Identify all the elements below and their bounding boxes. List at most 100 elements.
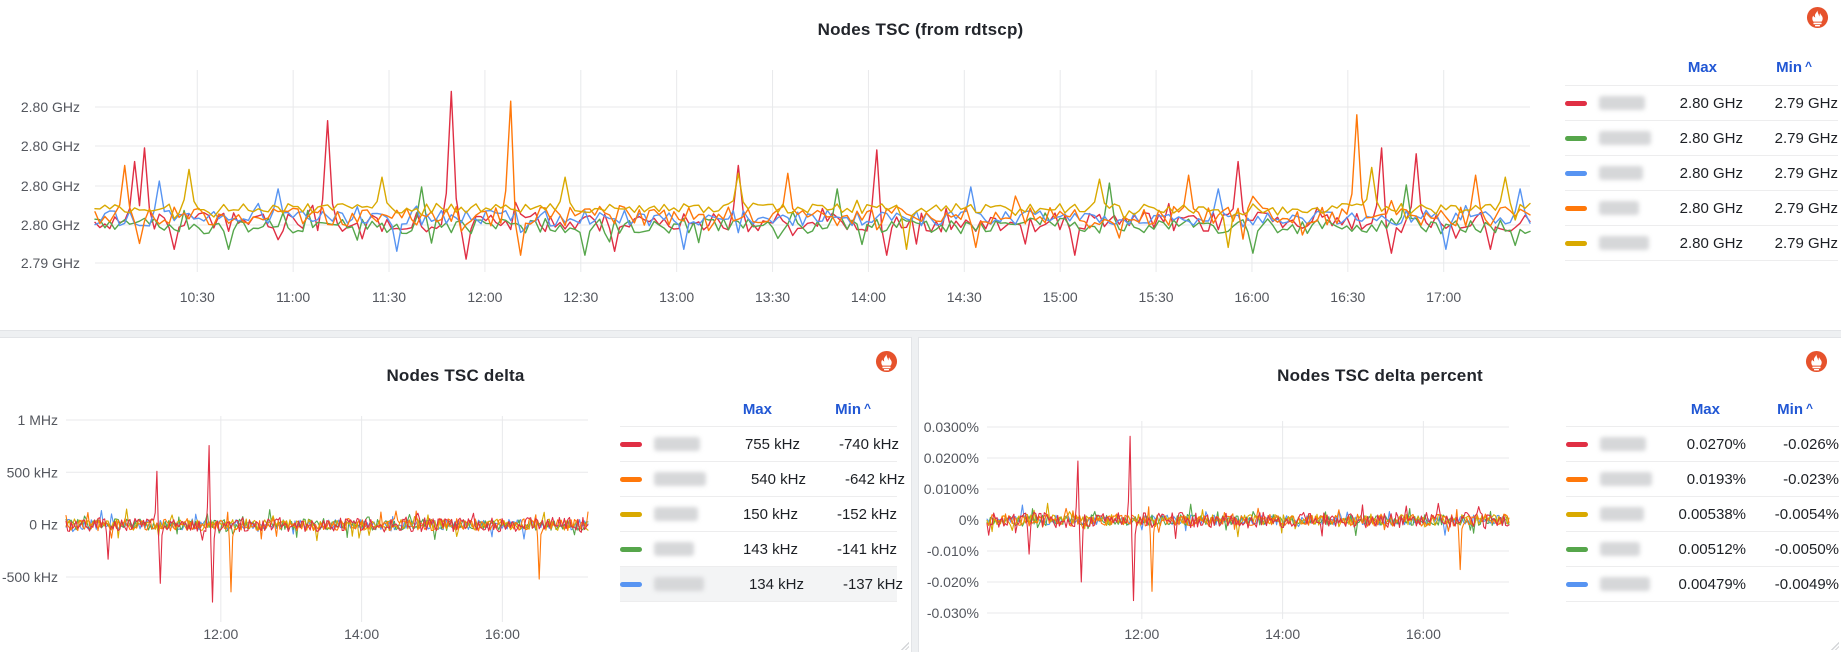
legend-row[interactable]: 2.80 GHz 2.79 GHz: [1565, 155, 1838, 190]
legend-sort-max[interactable]: Max: [742, 401, 772, 418]
svg-text:11:30: 11:30: [372, 289, 406, 305]
legend-row[interactable]: 0.00479% -0.0049%: [1566, 566, 1839, 601]
panel-nodes-tsc: 2.80 GHz 2.80 GHz 2.80 GHz 2.80 GHz 2.79 GHz…: [0, 0, 1841, 331]
panel-title[interactable]: Nodes TSC delta percent: [1277, 366, 1483, 386]
series-min-value: -0.023%: [1783, 470, 1839, 488]
prometheus-icon: [1805, 350, 1828, 373]
series-min-value: -0.0054%: [1774, 505, 1839, 523]
series-color-swatch: [1565, 135, 1587, 141]
series-min-value: 2.79 GHz: [1774, 94, 1838, 112]
series-color-swatch: [1566, 581, 1588, 587]
svg-text:500 kHz: 500 kHz: [7, 464, 58, 480]
prometheus-icon: [1806, 6, 1829, 29]
series-min-value: 2.79 GHz: [1774, 199, 1838, 217]
series-name-redacted: [654, 437, 700, 451]
svg-text:16:30: 16:30: [1330, 289, 1365, 305]
legend-sort-max[interactable]: Max: [1687, 59, 1717, 76]
time-series-plot[interactable]: 1 MHz 500 kHz 0 Hz -500 kHz 12:00 14:00 16:00: [0, 338, 911, 652]
panel-resize-handle[interactable]: [1830, 641, 1839, 650]
legend-header: Max Min ^: [620, 393, 897, 426]
series-min-value: -642 kHz: [844, 470, 905, 488]
legend-header: Max Min ^: [1566, 393, 1839, 426]
svg-text:12:00: 12:00: [467, 289, 502, 305]
svg-text:0.0300%: 0.0300%: [924, 419, 979, 435]
time-series-plot[interactable]: 2.80 GHz 2.80 GHz 2.80 GHz 2.80 GHz 2.79 GHz…: [0, 0, 1841, 330]
series-color-swatch: [1565, 100, 1587, 106]
series-name-redacted: [1600, 542, 1640, 556]
panel-nodes-tsc-delta-percent: 0.0300% 0.0200% 0.0100% 0% -0.010% -0.020% -0.…: [918, 337, 1841, 652]
svg-text:12:30: 12:30: [563, 289, 598, 305]
legend-sort-min[interactable]: Min ^: [1776, 59, 1812, 76]
series-min-value: 2.79 GHz: [1774, 164, 1838, 182]
series-max-value: 2.80 GHz: [1679, 129, 1743, 147]
legend-table: Max Min ^ 755 kHz -740 kHz 540 kHz -642 kHz 1…: [620, 393, 905, 602]
series-min-value: 2.79 GHz: [1774, 234, 1838, 252]
svg-text:2.79 GHz: 2.79 GHz: [21, 255, 80, 271]
time-series-plot[interactable]: 0.0300% 0.0200% 0.0100% 0% -0.010% -0.020% -0.…: [919, 338, 1841, 652]
legend-sort-min[interactable]: Min ^: [835, 401, 871, 418]
series-max-value: 2.80 GHz: [1679, 234, 1743, 252]
series-name-redacted: [654, 542, 694, 556]
panel-title[interactable]: Nodes TSC (from rdtscp): [817, 20, 1024, 40]
svg-text:0.0200%: 0.0200%: [924, 450, 979, 466]
legend-row[interactable]: 0.0270% -0.026%: [1566, 426, 1839, 461]
svg-text:2.80 GHz: 2.80 GHz: [21, 217, 80, 233]
legend-sort-min[interactable]: Min ^: [1777, 401, 1813, 418]
series-min-value: -0.0049%: [1774, 575, 1839, 593]
series-name-redacted: [1599, 131, 1651, 145]
series-max-value: 755 kHz: [744, 435, 800, 453]
series-name-redacted: [1600, 577, 1650, 591]
series-max-value: 540 kHz: [750, 470, 806, 488]
legend-row[interactable]: 0.00538% -0.0054%: [1566, 496, 1839, 531]
svg-text:10:30: 10:30: [180, 289, 215, 305]
series-color-swatch: [620, 441, 642, 447]
svg-text:2.80 GHz: 2.80 GHz: [21, 138, 80, 154]
legend-row[interactable]: 143 kHz -141 kHz: [620, 531, 897, 566]
series-color-swatch: [1565, 170, 1587, 176]
series-color-swatch: [620, 511, 642, 517]
svg-text:14:30: 14:30: [947, 289, 982, 305]
legend-row[interactable]: 2.80 GHz 2.79 GHz: [1565, 225, 1838, 260]
series-color-swatch: [620, 476, 642, 482]
series-name-redacted: [1600, 472, 1652, 486]
series-color-swatch: [1565, 240, 1587, 246]
legend-row[interactable]: 134 kHz -137 kHz: [620, 566, 903, 601]
panel-title[interactable]: Nodes TSC delta: [386, 366, 525, 386]
svg-text:16:00: 16:00: [1234, 289, 1269, 305]
series-name-redacted: [1599, 96, 1645, 110]
series-max-value: 0.00512%: [1678, 540, 1746, 558]
series-color-swatch: [620, 581, 642, 587]
legend-row[interactable]: 150 kHz -152 kHz: [620, 496, 897, 531]
series-color-swatch: [1565, 205, 1587, 211]
legend-row[interactable]: 0.00512% -0.0050%: [1566, 531, 1839, 566]
legend-row[interactable]: 540 kHz -642 kHz: [620, 461, 905, 496]
series-min-value: -137 kHz: [842, 575, 903, 593]
legend-row[interactable]: 2.80 GHz 2.79 GHz: [1565, 85, 1838, 120]
legend-row[interactable]: 0.0193% -0.023%: [1566, 461, 1839, 496]
series-max-value: 2.80 GHz: [1679, 94, 1743, 112]
series-name-redacted: [1600, 507, 1644, 521]
svg-text:13:30: 13:30: [755, 289, 790, 305]
legend-row[interactable]: 755 kHz -740 kHz: [620, 426, 899, 461]
svg-text:2.80 GHz: 2.80 GHz: [21, 178, 80, 194]
series-name-redacted: [1599, 236, 1649, 250]
panel-resize-handle[interactable]: [900, 641, 909, 650]
legend-header: Max Min ^: [1565, 50, 1838, 85]
legend-sort-max[interactable]: Max: [1690, 401, 1720, 418]
series-max-value: 0.0193%: [1686, 470, 1746, 488]
series-name-redacted: [654, 472, 706, 486]
legend-table: Max Min ^ 2.80 GHz 2.79 GHz 2.80 GHz 2.79 GH…: [1565, 50, 1838, 261]
series-name-redacted: [1599, 201, 1639, 215]
svg-text:0.0100%: 0.0100%: [924, 481, 979, 497]
series-max-value: 134 kHz: [748, 575, 804, 593]
series-name-redacted: [1599, 166, 1643, 180]
svg-text:-0.030%: -0.030%: [927, 605, 979, 621]
legend-row[interactable]: 2.80 GHz 2.79 GHz: [1565, 190, 1838, 225]
series-color-swatch: [1566, 476, 1588, 482]
series-max-value: 143 kHz: [742, 540, 798, 558]
legend-row[interactable]: 2.80 GHz 2.79 GHz: [1565, 120, 1838, 155]
series-name-redacted: [654, 507, 698, 521]
svg-text:-0.020%: -0.020%: [927, 574, 979, 590]
svg-text:16:00: 16:00: [485, 626, 520, 642]
